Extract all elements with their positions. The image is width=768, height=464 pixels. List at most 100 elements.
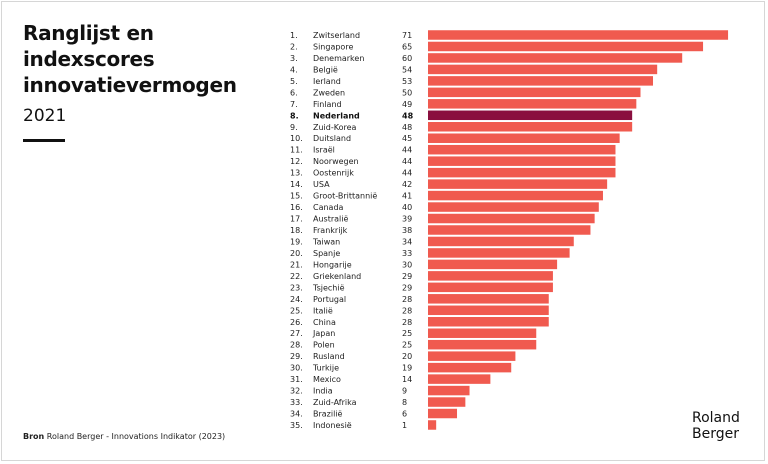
value-label: 28 (402, 306, 412, 315)
value-label: 9 (402, 387, 407, 396)
value-label: 48 (402, 123, 412, 132)
bar (428, 144, 616, 155)
source-text: Roland Berger - Innovations Indikator (2… (46, 432, 226, 441)
bar (428, 30, 729, 40)
bar (428, 397, 466, 407)
rank-label: 12. (290, 157, 303, 166)
bar (428, 64, 658, 75)
rank-label: 24. (290, 295, 303, 304)
value-label: 41 (402, 192, 412, 201)
value-label: 42 (402, 180, 412, 189)
bar (428, 53, 683, 63)
category-label: Israël (313, 146, 335, 155)
value-label: 44 (402, 157, 412, 166)
rank-label: 8. (290, 111, 299, 120)
category-label: Taiwan (312, 237, 340, 246)
category-label: Denemarken (313, 54, 364, 63)
value-label: 39 (402, 215, 412, 224)
value-label: 14 (402, 375, 412, 384)
rank-label: 30. (290, 364, 303, 373)
rank-label: 19. (290, 237, 303, 246)
bar (428, 202, 599, 212)
bar (428, 190, 603, 201)
category-label: Brazilië (313, 410, 343, 419)
category-label: Turkije (312, 364, 339, 373)
bar (428, 408, 458, 419)
value-label: 48 (402, 111, 414, 120)
value-label: 28 (402, 318, 412, 327)
roland-berger-logo: Roland Berger (692, 410, 740, 442)
category-label: Australië (313, 215, 348, 224)
bar (428, 317, 549, 327)
bar (428, 122, 633, 132)
category-label: Spanje (313, 249, 340, 258)
category-label: Frankrijk (313, 226, 348, 235)
chart-title: Ranglijst en indexscores innovatievermog… (23, 20, 237, 98)
rank-label: 31. (290, 375, 303, 384)
category-label: Tsjechië (312, 283, 345, 292)
value-label: 40 (402, 203, 412, 212)
rank-label: 23. (290, 283, 303, 292)
value-label: 29 (402, 283, 412, 292)
category-label: Finland (313, 100, 342, 109)
bar (428, 41, 704, 52)
category-label: Canada (313, 203, 344, 212)
category-label: Zuid-Korea (313, 123, 357, 132)
category-label: USA (313, 180, 330, 189)
value-label: 8 (402, 398, 407, 407)
rank-label: 2. (290, 42, 298, 51)
rank-label: 35. (290, 421, 303, 430)
rank-label: 16. (290, 203, 303, 212)
bar (428, 236, 574, 247)
rank-label: 15. (290, 192, 303, 201)
value-label: 65 (402, 42, 412, 51)
value-label: 44 (402, 146, 412, 155)
rank-label: 22. (290, 272, 303, 281)
bar (428, 133, 620, 143)
category-label: Italië (313, 306, 333, 315)
bar (428, 282, 553, 293)
value-label: 6 (402, 410, 407, 419)
rank-label: 11. (290, 146, 303, 155)
value-label: 20 (402, 352, 412, 361)
year: 2021 (23, 106, 67, 126)
bar (428, 167, 616, 178)
value-label: 38 (402, 226, 412, 235)
logo-line: Berger (692, 426, 739, 442)
bar (428, 156, 616, 166)
rank-label: 29. (290, 352, 303, 361)
rank-label: 25. (290, 306, 303, 315)
category-label: Rusland (313, 352, 345, 361)
bar (428, 213, 595, 224)
bar (428, 271, 553, 281)
rank-label: 14. (290, 180, 303, 189)
value-label: 1 (402, 421, 407, 430)
value-label: 50 (402, 88, 412, 97)
rank-label: 21. (290, 260, 303, 269)
value-label: 34 (402, 237, 412, 246)
category-label: Japan (312, 329, 335, 338)
category-label: Mexico (313, 375, 341, 384)
rank-label: 26. (290, 318, 303, 327)
rank-label: 32. (290, 387, 303, 396)
rank-label: 5. (290, 77, 298, 86)
bar (428, 374, 491, 384)
category-label: India (313, 387, 333, 396)
category-label: Groot-Brittannië (313, 192, 377, 201)
category-label: Indonesië (313, 421, 352, 430)
title-line: indexscores (23, 47, 155, 71)
category-label: Ierland (313, 77, 341, 86)
logo-line: Roland (692, 410, 740, 426)
value-label: 53 (402, 77, 412, 86)
category-label: Portugal (313, 295, 346, 304)
category-label: België (313, 65, 338, 74)
category-label: Zuid-Afrika (313, 398, 357, 407)
category-label: Hongarije (313, 260, 352, 269)
title-line: Ranglijst en (23, 21, 154, 45)
rank-label: 33. (290, 398, 303, 407)
category-label: Polen (313, 341, 335, 350)
value-label: 54 (402, 65, 412, 74)
rank-label: 13. (290, 169, 303, 178)
value-label: 25 (402, 341, 412, 350)
